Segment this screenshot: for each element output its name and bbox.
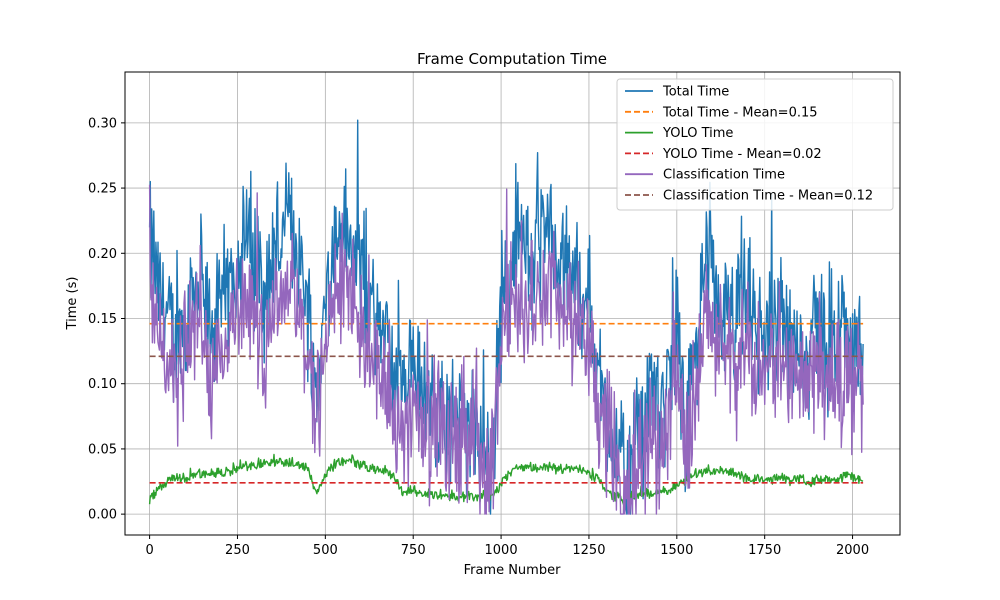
legend-entry: YOLO Time (662, 126, 733, 141)
x-tick-label: 250 (225, 543, 250, 558)
x-tick-label: 1250 (572, 543, 605, 558)
legend-entry: YOLO Time - Mean=0.02 (662, 147, 822, 162)
legend-box (616, 78, 894, 211)
x-tick-label: 500 (313, 543, 338, 558)
y-tick-label: 0.25 (88, 182, 117, 197)
x-tick-label: 1500 (660, 543, 693, 558)
y-tick-label: 0.15 (88, 312, 117, 327)
series-layer (148, 119, 864, 515)
series-yolo-time (148, 453, 864, 505)
legend-entry: Classification Time - Mean=0.12 (663, 189, 873, 204)
y-tick-label: 0.10 (88, 377, 117, 392)
y-axis-label: Time (s) (65, 277, 80, 331)
x-tick-label: 1750 (748, 543, 781, 558)
x-tick-label: 1000 (485, 543, 518, 558)
x-tick-label: 750 (401, 543, 426, 558)
x-axis-label: Frame Number (464, 563, 562, 578)
x-axis: 0 250 500 750 1000 1250 1500 1750 2000 (145, 535, 869, 558)
y-axis: 0.00 0.05 0.10 0.15 0.20 0.25 0.30 (88, 116, 125, 523)
x-tick-label: 2000 (836, 543, 869, 558)
legend: Total Time Total Time - Mean=0.15 YOLO Tim… (616, 78, 894, 211)
x-tick-label: 0 (145, 543, 153, 558)
chart-title: Frame Computation Time (417, 50, 607, 68)
series-classification-time (148, 184, 864, 515)
legend-entry: Classification Time (663, 168, 785, 183)
legend-entry: Total Time - Mean=0.15 (662, 105, 818, 120)
y-tick-label: 0.00 (88, 508, 117, 523)
y-tick-label: 0.05 (88, 442, 117, 457)
y-tick-label: 0.30 (88, 116, 117, 131)
legend-entry: Total Time (662, 85, 729, 100)
y-tick-label: 0.20 (88, 247, 117, 262)
plot-frame (124, 71, 901, 536)
